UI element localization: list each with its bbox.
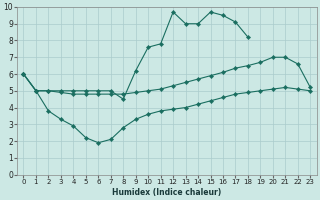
X-axis label: Humidex (Indice chaleur): Humidex (Indice chaleur): [112, 188, 221, 197]
